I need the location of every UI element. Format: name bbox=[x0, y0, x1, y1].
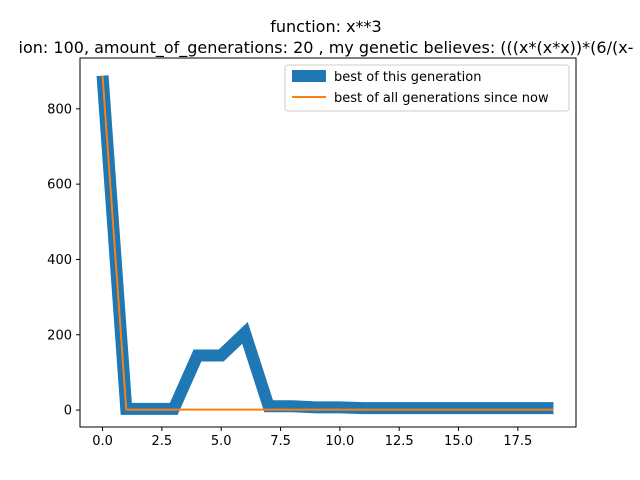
y-tick-label: 600 bbox=[47, 178, 72, 193]
plot-area-frame bbox=[79, 57, 577, 428]
y-tick-label: 400 bbox=[47, 253, 72, 268]
chart-subtitle: ion: 100, amount_of_generations: 20 , my… bbox=[19, 38, 634, 58]
series-layer bbox=[96, 75, 554, 415]
series-line-1 bbox=[101, 75, 554, 411]
legend-label-this-generation: best of this generation bbox=[334, 70, 481, 85]
x-tick-label: 2.5 bbox=[152, 434, 173, 449]
y-axis: 0 200 400 600 800 bbox=[47, 102, 80, 419]
x-tick-label: 15.0 bbox=[444, 434, 473, 449]
x-tick-label: 0.0 bbox=[92, 434, 113, 449]
y-tick-label: 200 bbox=[47, 328, 72, 343]
legend: best of this generation best of all gene… bbox=[284, 64, 570, 112]
x-tick-label: 10.0 bbox=[325, 434, 354, 449]
x-axis: 0.0 2.5 5.0 7.5 10.0 12.5 15.0 17.5 bbox=[92, 427, 532, 449]
y-tick-label: 0 bbox=[64, 404, 72, 419]
x-tick-label: 17.5 bbox=[503, 434, 532, 449]
x-tick-label: 5.0 bbox=[211, 434, 232, 449]
series-line-0 bbox=[96, 75, 554, 415]
legend-label-all-generations: best of all generations since now bbox=[334, 91, 549, 106]
x-tick-label: 7.5 bbox=[270, 434, 291, 449]
legend-box bbox=[284, 64, 570, 112]
y-tick-label: 800 bbox=[47, 102, 72, 117]
x-tick-label: 12.5 bbox=[385, 434, 414, 449]
chart-title: function: x**3 bbox=[270, 17, 381, 36]
